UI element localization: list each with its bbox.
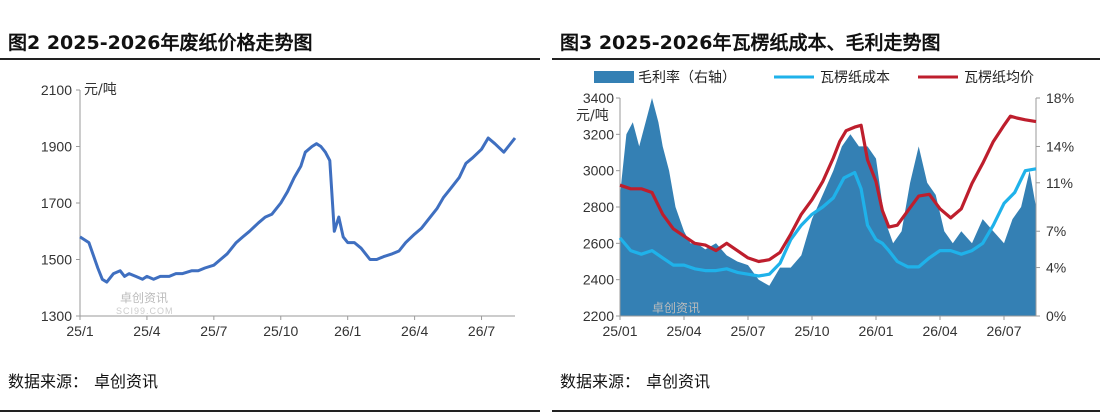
left-y-tick-label: 1500 — [41, 252, 72, 268]
right-y-tick-label: 3400 — [583, 90, 614, 106]
legend-label-price: 瓦楞纸均价 — [964, 70, 1034, 86]
right-x-tick-label: 26/07 — [986, 323, 1021, 339]
right-chart-panel: 图3 2025-2026年瓦楞纸成本、毛利走势图 毛利率（右轴） 瓦楞纸成本 瓦楞纸… — [552, 0, 1100, 420]
left-bottom-rule — [0, 410, 540, 412]
left-watermark-en: SCI99.COM — [116, 306, 174, 316]
right-y-tick-label: 3200 — [583, 126, 614, 142]
right-y-tick-label: 2400 — [583, 272, 614, 288]
left-x-tick-label: 25/7 — [200, 323, 227, 339]
cost-line — [618, 167, 1037, 278]
left-x-tick-label: 25/1 — [66, 323, 93, 339]
right-source-value: 卓创资讯 — [646, 372, 711, 391]
right-x-tick-label: 25/10 — [794, 323, 829, 339]
right-y2-tick-label: 18% — [1046, 90, 1074, 106]
left-x-tick-label: 25/10 — [263, 323, 298, 339]
left-y-tick-label: 2100 — [41, 82, 72, 98]
left-y-tick-label: 1300 — [41, 308, 72, 324]
left-x-tick-label: 26/4 — [401, 323, 428, 339]
right-y2-tick-label: 0% — [1046, 308, 1066, 324]
left-y-tick-label: 1900 — [41, 139, 72, 155]
left-watermark: 卓创资讯 — [120, 291, 168, 305]
left-source-label: 数据来源： — [8, 372, 89, 391]
right-chart-title: 图3 2025-2026年瓦楞纸成本、毛利走势图 — [560, 32, 941, 54]
right-y2-tick-label: 4% — [1046, 260, 1066, 276]
left-source-value: 卓创资讯 — [94, 372, 159, 391]
right-y-unit: 元/吨 — [576, 108, 609, 124]
right-x-tick-label: 25/01 — [602, 323, 637, 339]
right-source-label: 数据来源： — [560, 372, 641, 391]
legend-swatch-margin — [594, 71, 634, 83]
right-y-tick-label: 3000 — [583, 163, 614, 179]
left-source: 数据来源： 卓创资讯 — [8, 368, 164, 392]
right-chart: 毛利率（右轴） 瓦楞纸成本 瓦楞纸均价 2200 2400 2600 2800 3000 320… — [576, 69, 1074, 339]
price-line — [619, 114, 1037, 264]
right-x-tick-label: 26/04 — [922, 323, 957, 339]
left-y-tick-label: 1700 — [41, 195, 72, 211]
left-x-tick-label: 26/7 — [468, 323, 495, 339]
left-chart-title: 图2 2025-2026年废纸价格走势图 — [8, 32, 313, 54]
right-y-tick-label: 2800 — [583, 199, 614, 215]
margin-area — [620, 98, 1036, 316]
right-source: 数据来源： 卓创资讯 — [560, 368, 716, 392]
right-y2-tick-label: 7% — [1046, 223, 1066, 239]
right-x-tick-label: 25/04 — [666, 323, 701, 339]
left-x-tick-label: 25/4 — [133, 323, 160, 339]
right-watermark: 卓创资讯 — [652, 301, 700, 315]
left-y-unit: 元/吨 — [84, 82, 117, 98]
right-y-tick-label: 2200 — [583, 308, 614, 324]
right-y-tick-label: 2600 — [583, 235, 614, 251]
right-x-tick-label: 26/01 — [858, 323, 893, 339]
left-series-line — [79, 136, 517, 284]
left-x-tick-label: 26/1 — [334, 323, 361, 339]
right-y2-tick-label: 11% — [1046, 175, 1073, 191]
right-title-rule — [552, 58, 1100, 60]
left-title-rule — [0, 58, 540, 60]
right-y2-tick-label: 14% — [1046, 138, 1074, 154]
legend-label-margin: 毛利率（右轴） — [638, 69, 736, 86]
legend-label-cost: 瓦楞纸成本 — [820, 70, 890, 86]
right-bottom-rule — [552, 410, 1100, 412]
left-chart-panel: 图2 2025-2026年废纸价格走势图 1300 1500 1700 1900 210… — [0, 0, 540, 420]
left-chart: 1300 1500 1700 1900 2100 元/吨 25/1 25/4 25/7 25/10… — [41, 82, 517, 339]
right-x-tick-label: 25/07 — [730, 323, 765, 339]
